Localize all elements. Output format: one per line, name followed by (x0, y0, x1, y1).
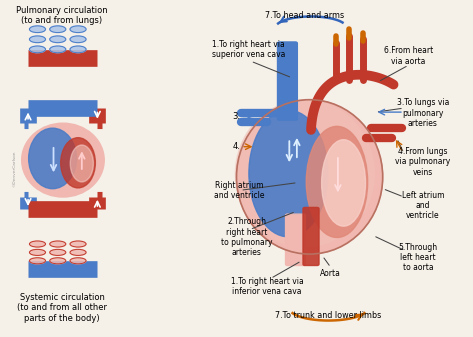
Ellipse shape (322, 140, 366, 226)
Ellipse shape (22, 123, 104, 197)
Ellipse shape (29, 241, 45, 247)
Ellipse shape (70, 46, 86, 53)
Text: 4.From lungs
via pulmonary
veins: 4.From lungs via pulmonary veins (395, 147, 450, 177)
Ellipse shape (50, 258, 66, 264)
Ellipse shape (50, 241, 66, 247)
Ellipse shape (70, 241, 86, 247)
Ellipse shape (29, 46, 45, 53)
Ellipse shape (29, 26, 45, 33)
Ellipse shape (70, 26, 86, 33)
Text: Systemic circulation
(to and from all other
parts of the body): Systemic circulation (to and from all ot… (17, 293, 107, 323)
Text: 1.To right heart via
inferior vena cava: 1.To right heart via inferior vena cava (231, 277, 304, 296)
Text: 3.To lungs via
pulmonary
arteries: 3.To lungs via pulmonary arteries (396, 98, 449, 128)
Ellipse shape (249, 110, 328, 237)
Text: 7.To trunk and lower limbs: 7.To trunk and lower limbs (275, 311, 382, 320)
Text: 5.Through
left heart
to aorta: 5.Through left heart to aorta (399, 243, 438, 272)
Ellipse shape (29, 249, 45, 255)
Text: 3.: 3. (232, 112, 240, 121)
Text: 2.Through
right heart
to pulmonary
arteries: 2.Through right heart to pulmonary arter… (221, 217, 272, 257)
Ellipse shape (50, 46, 66, 53)
Ellipse shape (29, 36, 45, 43)
Ellipse shape (70, 145, 93, 182)
FancyBboxPatch shape (278, 42, 298, 120)
Ellipse shape (236, 100, 383, 254)
Text: ©DenverCarlson: ©DenverCarlson (12, 150, 16, 187)
Ellipse shape (70, 258, 86, 264)
Text: 7.To head and arms: 7.To head and arms (265, 11, 344, 20)
Text: 4.: 4. (232, 142, 240, 151)
Ellipse shape (236, 100, 374, 247)
Ellipse shape (29, 258, 45, 264)
Text: Pulmonary circulation
(to and from lungs): Pulmonary circulation (to and from lungs… (16, 6, 108, 26)
Ellipse shape (29, 128, 77, 189)
Text: Right atrium
and ventricle: Right atrium and ventricle (214, 181, 264, 200)
Ellipse shape (61, 138, 96, 188)
Ellipse shape (50, 36, 66, 43)
Ellipse shape (50, 249, 66, 255)
FancyBboxPatch shape (286, 214, 306, 266)
Text: 6.From heart
via aorta: 6.From heart via aorta (384, 47, 433, 66)
Ellipse shape (50, 26, 66, 33)
Text: Left atrium
and
ventricle: Left atrium and ventricle (402, 190, 444, 220)
Text: 1.To right heart via
superior vena cava: 1.To right heart via superior vena cava (211, 40, 285, 59)
Text: Aorta: Aorta (320, 269, 341, 278)
Ellipse shape (306, 126, 368, 238)
Ellipse shape (70, 36, 86, 43)
FancyBboxPatch shape (303, 208, 319, 266)
Ellipse shape (70, 249, 86, 255)
